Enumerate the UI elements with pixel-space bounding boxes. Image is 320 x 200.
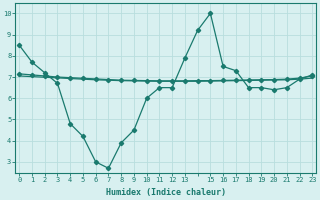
X-axis label: Humidex (Indice chaleur): Humidex (Indice chaleur) [106,188,226,197]
